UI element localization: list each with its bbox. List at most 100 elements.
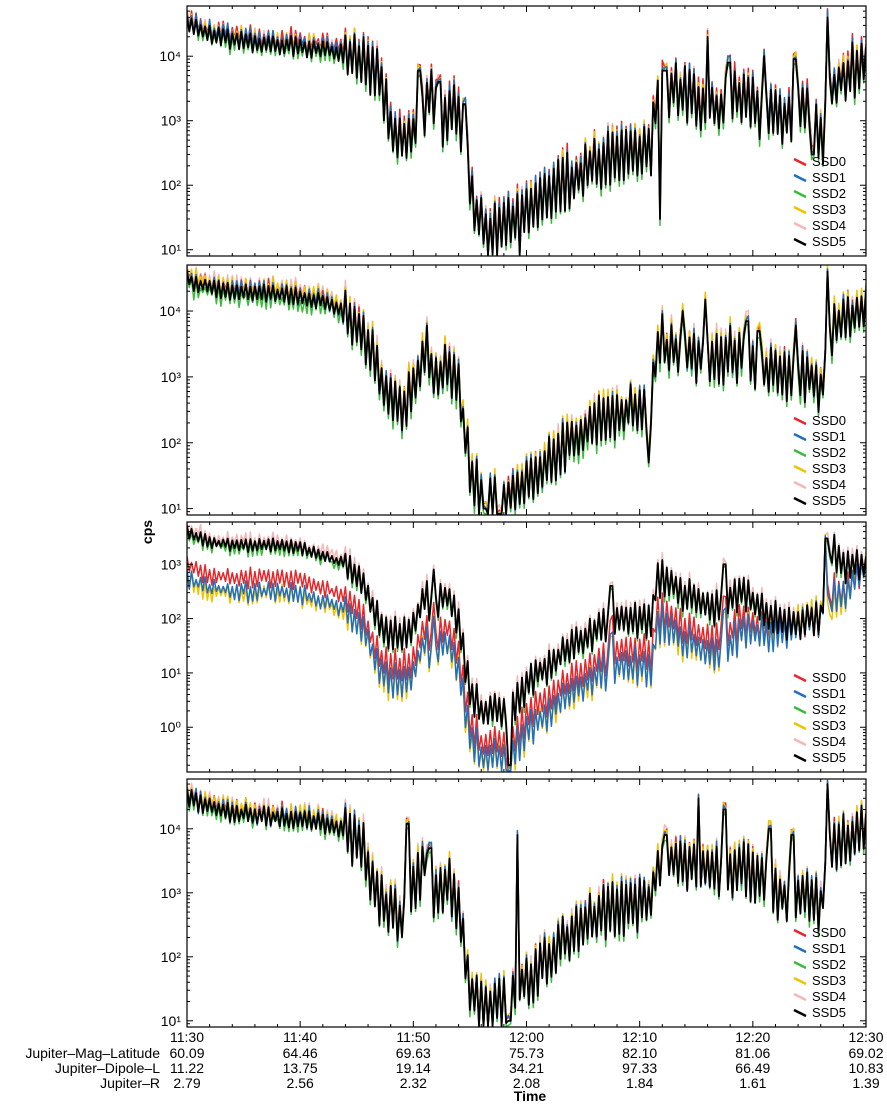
legend-label-ssd3: SSD3 — [812, 461, 846, 476]
series-line-ssd5 — [187, 525, 866, 767]
y-tick-label: 10¹ — [161, 501, 182, 517]
series-line-ssd2 — [187, 273, 866, 515]
legend-swatch-ssd3 — [793, 205, 807, 215]
legend-swatch-ssd3 — [793, 721, 807, 731]
series-line-ssd1 — [187, 9, 866, 256]
y-tick-label: 10¹ — [161, 1013, 182, 1029]
legend-swatch-ssd2 — [793, 189, 807, 199]
plot-frame — [186, 521, 867, 773]
legend-label-ssd5: SSD5 — [812, 234, 846, 249]
series-line-ssd3 — [187, 533, 866, 772]
y-tick-label: 10⁴ — [159, 48, 181, 64]
legend-swatch-ssd5 — [793, 237, 807, 247]
ephemeris-table: Jupiter–Mag–Latitude 60.09 64.46 69.63 75.73… — [25, 1045, 883, 1091]
series-line-ssd0 — [187, 8, 866, 254]
ephemeris-value: 66.49 — [735, 1060, 770, 1076]
ephemeris-value: 10.83 — [848, 1060, 883, 1076]
x-tick-label: 12:20 — [735, 1029, 770, 1045]
x-tick-label: 11:30 — [170, 1029, 204, 1045]
ephemeris-value: 1.84 — [626, 1075, 653, 1091]
ephemeris-value: 19.14 — [396, 1060, 431, 1076]
series-line-ssd5 — [187, 270, 866, 515]
y-tick-label: 10² — [161, 177, 182, 193]
legend-label-ssd1: SSD1 — [812, 429, 846, 444]
ephemeris-value: 75.73 — [509, 1045, 544, 1061]
y-tick-label: 10³ — [161, 369, 182, 385]
ephemeris-value: 2.79 — [173, 1075, 200, 1091]
y-tick-label: 10² — [161, 611, 182, 627]
legend-swatch-ssd3 — [793, 976, 807, 986]
legend-label-ssd2: SSD2 — [812, 186, 846, 201]
legend-label-ssd2: SSD2 — [812, 445, 846, 460]
legend-swatch-ssd1 — [793, 432, 807, 442]
legend-label-ssd2: SSD2 — [812, 957, 846, 972]
ephemeris-value: 2.56 — [287, 1075, 314, 1091]
series-lines — [187, 779, 866, 1027]
y-tick-label: 10¹ — [161, 665, 182, 681]
ephemeris-value: 2.32 — [400, 1075, 427, 1091]
legend-label-ssd4: SSD4 — [812, 477, 846, 492]
legend-label-ssd3: SSD3 — [812, 718, 846, 733]
legend-swatch-ssd5 — [793, 496, 807, 506]
y-tick-label: 10³ — [161, 885, 182, 901]
y-axis-label: cps — [139, 520, 155, 544]
x-tick-label: 12:00 — [509, 1029, 544, 1045]
ephemeris-value: 1.61 — [739, 1075, 766, 1091]
legend-swatch-ssd5 — [793, 753, 807, 763]
y-tick-label: 10¹ — [161, 242, 182, 258]
legend-label-ssd4: SSD4 — [812, 218, 846, 233]
legend-label-ssd1: SSD1 — [812, 941, 846, 956]
legend-label-ssd0: SSD0 — [812, 670, 846, 685]
legend-swatch-ssd0 — [793, 416, 807, 426]
series-line-ssd0 — [187, 536, 866, 772]
ephemeris-value: 81.06 — [735, 1045, 770, 1061]
ephemeris-value: 11.22 — [170, 1060, 204, 1076]
ephemeris-value: 1.39 — [852, 1075, 879, 1091]
legend-swatch-ssd5 — [793, 1008, 807, 1018]
series-line-ssd5 — [187, 16, 866, 256]
legend-label-ssd0: SSD0 — [812, 925, 846, 940]
legend-label-ssd4: SSD4 — [812, 734, 846, 749]
legend-swatch-ssd0 — [793, 928, 807, 938]
ephemeris-value: 69.02 — [848, 1045, 883, 1061]
ephemeris-value: 97.33 — [622, 1060, 657, 1076]
y-tick-label: 10² — [161, 949, 182, 965]
legend-swatch-ssd1 — [793, 173, 807, 183]
legend-swatch-ssd2 — [793, 705, 807, 715]
legend-swatch-ssd1 — [793, 689, 807, 699]
x-tick-labels: 11:30 11:40 11:50 12:00 12:10 12:20 12:30 — [170, 1029, 884, 1045]
x-tick-label: 11:40 — [283, 1029, 317, 1045]
ephemeris-value: 2.08 — [513, 1075, 540, 1091]
legend-label-ssd4: SSD4 — [812, 989, 846, 1004]
x-tick-label: 12:10 — [622, 1029, 657, 1045]
ephemeris-value: 13.75 — [283, 1060, 318, 1076]
series-lines — [187, 265, 866, 515]
legend-label-ssd1: SSD1 — [812, 686, 846, 701]
legend-swatch-ssd0 — [793, 157, 807, 167]
y-tick-label: 10³ — [161, 556, 182, 572]
series-lines — [187, 8, 866, 256]
legend-label-ssd5: SSD5 — [812, 1005, 846, 1020]
y-tick-label: 10² — [161, 435, 182, 451]
y-tick-label: 10⁴ — [159, 821, 181, 837]
series-line-ssd1 — [187, 268, 866, 515]
x-axis-label: Time — [514, 1088, 547, 1104]
x-tick-label: 11:50 — [396, 1029, 430, 1045]
legend-label-ssd0: SSD0 — [812, 154, 846, 169]
legend-swatch-ssd4 — [793, 992, 807, 1002]
legend-label-ssd0: SSD0 — [812, 413, 846, 428]
ephemeris-row-label: Jupiter–R — [100, 1075, 160, 1091]
legend-swatch-ssd4 — [793, 221, 807, 231]
ephemeris-value: 64.46 — [283, 1045, 318, 1061]
series-line-ssd5 — [187, 783, 866, 1027]
series-line-ssd2 — [187, 527, 866, 772]
y-tick-label: 10³ — [161, 113, 182, 129]
